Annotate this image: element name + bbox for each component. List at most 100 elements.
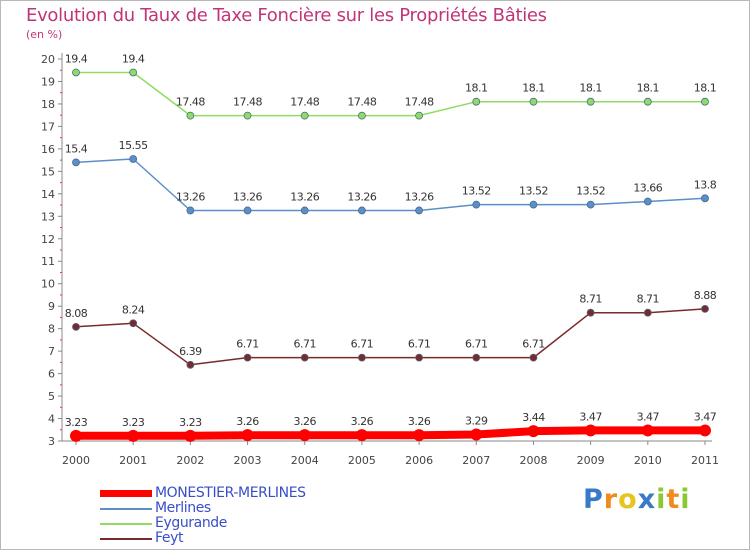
data-label: 19.4 xyxy=(65,52,88,65)
data-label: 13.26 xyxy=(290,190,319,203)
logo-letter: P xyxy=(583,484,604,515)
data-point xyxy=(415,111,423,120)
data-point xyxy=(358,353,366,362)
data-label: 3.44 xyxy=(522,411,545,424)
logo-letter: i xyxy=(680,484,691,515)
data-point xyxy=(701,97,709,106)
data-label: 6.39 xyxy=(179,345,202,358)
data-label: 17.48 xyxy=(347,96,376,109)
data-point xyxy=(298,429,311,442)
data-point xyxy=(699,424,711,437)
legend-label: Eygurande xyxy=(155,515,227,531)
legend-swatch xyxy=(100,538,152,540)
data-label: 13.26 xyxy=(347,190,376,203)
data-point xyxy=(72,322,80,331)
data-label: 15.4 xyxy=(65,142,88,155)
data-point xyxy=(243,206,252,215)
data-label: 8.71 xyxy=(637,293,660,306)
data-point xyxy=(643,308,652,317)
y-tick-label: 6 xyxy=(48,368,55,381)
legend-swatch xyxy=(100,508,152,510)
x-tick-label: 2009 xyxy=(577,454,605,467)
data-point xyxy=(129,155,138,163)
data-point xyxy=(72,68,80,77)
y-tick-label: 15 xyxy=(41,165,55,178)
data-point xyxy=(358,111,366,120)
data-label: 17.48 xyxy=(176,96,205,109)
y-tick-label: 9 xyxy=(48,300,55,313)
data-label: 3.26 xyxy=(236,415,259,428)
data-label: 6.71 xyxy=(236,338,259,351)
data-point xyxy=(70,429,82,442)
data-point xyxy=(529,353,538,362)
data-point xyxy=(529,97,538,106)
data-point xyxy=(300,353,309,362)
data-label: 8.08 xyxy=(65,307,88,320)
data-point xyxy=(72,158,80,167)
data-label: 8.88 xyxy=(694,289,717,302)
data-point xyxy=(415,353,423,362)
x-tick-label: 2011 xyxy=(691,454,719,467)
data-point xyxy=(472,200,481,209)
data-label: 18.1 xyxy=(522,82,545,95)
series-line-merlines xyxy=(75,158,706,212)
data-label: 3.26 xyxy=(351,415,374,428)
data-label: 13.8 xyxy=(694,178,717,191)
proxiti-logo: Proxiti xyxy=(583,484,691,515)
data-point xyxy=(527,425,540,438)
data-point xyxy=(300,206,309,215)
series-line-monestier-merlines xyxy=(72,426,709,440)
data-label: 18.1 xyxy=(465,82,488,95)
data-point xyxy=(641,424,654,437)
data-label: 19.4 xyxy=(122,52,145,65)
y-tick-label: 12 xyxy=(41,233,55,246)
chart-title: Evolution du Taux de Taxe Foncière sur l… xyxy=(26,5,547,26)
data-label: 13.26 xyxy=(233,190,262,203)
data-label: 3.29 xyxy=(465,414,488,427)
data-label: 8.71 xyxy=(579,293,602,306)
data-point xyxy=(472,353,481,362)
y-tick-label: 20 xyxy=(41,53,55,66)
data-point xyxy=(413,429,426,442)
legend-label: MONESTIER-MERLINES xyxy=(155,485,306,501)
data-point xyxy=(415,206,423,215)
data-point xyxy=(186,206,195,215)
data-label: 13.52 xyxy=(576,185,605,198)
data-label: 15.55 xyxy=(119,139,148,152)
y-tick-label: 3 xyxy=(48,435,55,448)
logo-letter: x xyxy=(637,484,657,515)
data-label: 6.71 xyxy=(465,338,488,351)
y-tick-label: 14 xyxy=(41,188,55,201)
y-tick-label: 7 xyxy=(48,345,55,358)
data-point xyxy=(129,319,138,328)
data-label: 18.1 xyxy=(579,82,602,95)
data-label: 6.71 xyxy=(408,338,431,351)
y-tick-label: 11 xyxy=(41,255,55,268)
data-label: 3.23 xyxy=(179,416,202,429)
x-tick-label: 2005 xyxy=(348,454,376,467)
data-point xyxy=(586,308,595,317)
x-tick-label: 2000 xyxy=(62,454,90,467)
data-point xyxy=(186,111,195,120)
data-label: 8.24 xyxy=(122,303,145,316)
data-label: 3.26 xyxy=(293,415,316,428)
x-tick-label: 2004 xyxy=(291,454,319,467)
y-tick-label: 4 xyxy=(48,413,55,426)
logo-letter: t xyxy=(666,484,681,515)
data-label: 13.52 xyxy=(462,185,491,198)
data-point xyxy=(300,111,309,120)
data-point xyxy=(355,429,368,442)
y-tick-label: 19 xyxy=(41,75,55,88)
series-line-feyt xyxy=(75,308,706,366)
data-point xyxy=(643,97,652,106)
data-point xyxy=(586,200,595,209)
y-tick-label: 13 xyxy=(41,210,55,223)
legend-label: Feyt xyxy=(155,530,184,546)
data-label: 17.48 xyxy=(405,96,434,109)
y-tick-label: 5 xyxy=(48,390,55,403)
logo-letter: o xyxy=(618,484,638,515)
data-point xyxy=(584,424,597,437)
data-label: 6.71 xyxy=(351,338,374,351)
y-tick-label: 17 xyxy=(41,120,55,133)
